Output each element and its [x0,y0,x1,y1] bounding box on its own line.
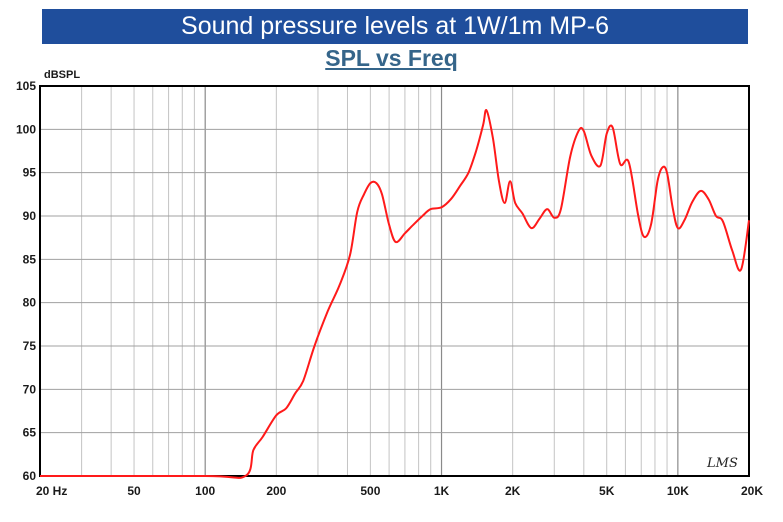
x-tick-label: 20K [741,484,763,498]
y-tick-label: 80 [23,296,37,310]
x-tick-label: 200 [266,484,286,498]
lms-watermark: LMS [706,456,738,471]
y-tick-label: 100 [16,122,36,136]
grid-lines [39,85,750,477]
x-tick-label: 50 [127,484,141,498]
x-tick-labels: 20 Hz 50 100 200 500 1K 2K 5K 10K 20K [36,484,763,498]
x-tick-label: 100 [195,484,215,498]
banner-title: Sound pressure levels at 1W/1m MP-6 [42,9,748,44]
x-tick-label: 500 [360,484,380,498]
y-tick-labels: 60 65 70 75 80 85 90 95 100 105 [16,79,36,483]
y-tick-label: 70 [23,382,37,396]
x-tick-label: 2K [505,484,521,498]
y-tick-label: 75 [23,339,37,353]
x-tick-label: 10K [667,484,689,498]
y-tick-label: 65 [23,426,37,440]
spl-series-line [39,109,750,479]
y-tick-label: 85 [23,252,37,266]
plot-frame [39,85,750,477]
y-tick-label: 95 [23,166,37,180]
x-tick-label: 5K [599,484,615,498]
x-tick-label: 1K [434,484,450,498]
y-tick-label: 105 [16,79,36,93]
y-tick-label: 60 [23,469,37,483]
chart-title: SPL vs Freq [325,45,458,71]
x-tick-label: 20 Hz [36,484,67,498]
y-axis-unit: dBSPL [44,69,80,81]
y-tick-label: 90 [23,209,37,223]
